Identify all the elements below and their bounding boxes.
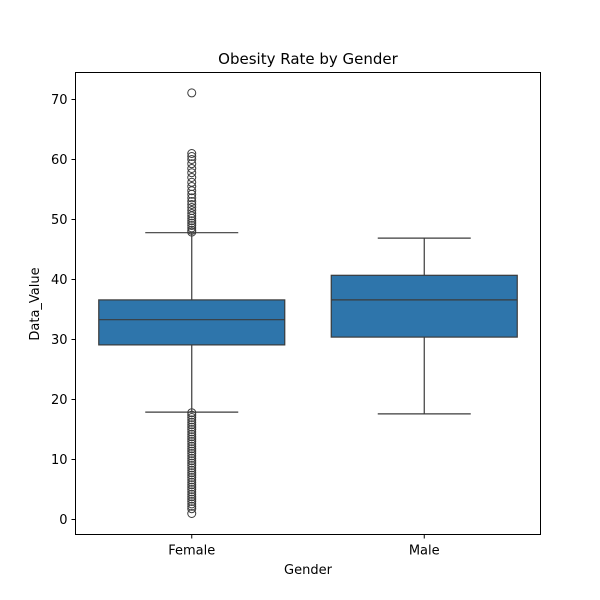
outlier-point [187, 434, 197, 444]
outlier-point [187, 501, 197, 511]
outlier-point [187, 509, 197, 518]
outlier-point [187, 410, 197, 420]
outlier-point [187, 432, 197, 442]
outlier-point [187, 425, 197, 434]
outlier-point [187, 497, 197, 506]
outlier-point [187, 209, 197, 218]
y-tick-label: 10 [51, 453, 68, 468]
outlier-point [187, 458, 197, 468]
outlier-point [187, 221, 197, 230]
outlier-point [187, 446, 197, 456]
outlier-point [187, 449, 197, 458]
outlier-point [187, 415, 197, 425]
outlier-point [187, 168, 197, 178]
x-tick-label: Female [168, 544, 215, 559]
outlier-point [187, 422, 197, 432]
outlier-point [187, 197, 197, 206]
y-tick-label: 70 [51, 93, 68, 108]
outlier-point [187, 155, 197, 164]
outlier-point [187, 439, 197, 449]
outlier-point [187, 504, 197, 514]
outlier-point [187, 480, 197, 490]
outlier-point [187, 487, 197, 497]
outlier-point [187, 494, 197, 504]
outlier-point [187, 463, 197, 473]
y-axis: 0 10 20 30 40 50 60 70 [51, 93, 76, 528]
outlier-point [187, 451, 197, 461]
y-tick-label: 50 [51, 213, 68, 228]
outlier-point [187, 437, 197, 446]
outlier-point [187, 456, 197, 466]
outlier-point [187, 173, 197, 182]
outlier-point [187, 203, 197, 212]
outlier-point [187, 475, 197, 485]
y-axis-label: Data_Value [28, 267, 43, 340]
outlier-point [187, 444, 197, 454]
outlier-point [187, 477, 197, 487]
outlier-point [187, 149, 197, 158]
outlier-point [187, 489, 197, 499]
outlier-point [187, 453, 197, 463]
iqr-box [98, 299, 286, 346]
outlier-point [187, 223, 197, 233]
y-tick-label: 0 [59, 513, 67, 528]
outlier-point [187, 182, 197, 191]
y-tick-label: 20 [51, 393, 68, 408]
box-male [330, 237, 518, 415]
outlier-point [187, 441, 197, 451]
outlier-point [187, 468, 197, 478]
y-tick-label: 30 [51, 333, 68, 348]
outlier-point [187, 482, 197, 492]
outlier-point [187, 413, 197, 422]
box-female [98, 88, 286, 518]
outlier-point [187, 492, 197, 502]
outlier-point [187, 470, 197, 480]
chart-title: Obesity Rate by Gender [218, 50, 399, 68]
x-axis-label: Gender [284, 563, 333, 578]
outlier-point [187, 152, 197, 161]
plot-frame [75, 72, 541, 535]
outlier-point [187, 417, 197, 427]
outlier-point [187, 216, 197, 226]
outlier-point [187, 159, 197, 169]
outlier-point [187, 88, 197, 98]
outlier-point [187, 193, 197, 203]
outlier-point [187, 499, 197, 509]
outlier-point [187, 200, 197, 209]
outlier-point [187, 465, 197, 475]
outlier-point [187, 485, 197, 494]
iqr-box [330, 274, 518, 338]
outlier-point [187, 461, 197, 470]
y-tick-label: 60 [51, 153, 68, 168]
outlier-point [187, 206, 197, 215]
outlier-point [187, 225, 197, 235]
plot-area [98, 88, 518, 518]
outlier-point [187, 473, 197, 482]
outlier-point [187, 429, 197, 439]
outlier-point [187, 218, 197, 228]
outlier-point [187, 177, 197, 187]
outlier-point [187, 408, 197, 418]
y-tick-label: 40 [51, 273, 68, 288]
outlier-point [187, 427, 197, 437]
x-axis: Female Male [168, 534, 440, 559]
outlier-point [187, 420, 197, 430]
outlier-point [187, 164, 197, 173]
x-tick-label: Male [409, 544, 440, 559]
